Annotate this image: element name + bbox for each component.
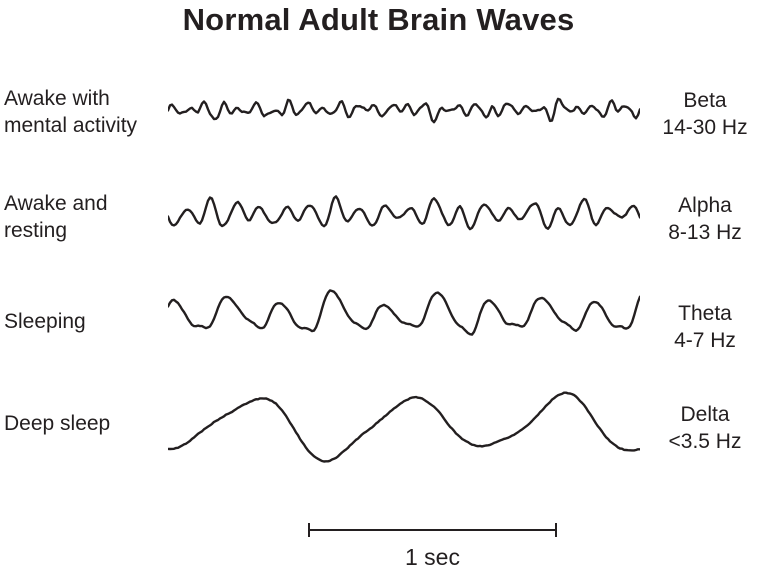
theta-wave-path — [168, 289, 640, 336]
state-label-line: Awake and — [4, 192, 108, 215]
band-name: Beta — [683, 89, 727, 112]
time-scale-bar — [308, 523, 557, 537]
band-label-delta: Delta <3.5 Hz — [655, 401, 755, 455]
band-label-alpha: Alpha 8-13 Hz — [655, 192, 755, 246]
scale-bar-right-tick — [555, 523, 557, 537]
state-label-line: Sleeping — [4, 310, 86, 333]
state-label-line: Deep sleep — [4, 412, 111, 435]
state-label-line: resting — [4, 219, 68, 242]
band-name: Alpha — [678, 194, 732, 217]
scale-bar-label: 1 sec — [405, 544, 460, 570]
scale-bar-line — [308, 529, 557, 531]
band-label-beta: Beta 14-30 Hz — [655, 87, 755, 141]
band-frequency: 8-13 Hz — [668, 221, 742, 244]
theta-wave-trace — [168, 289, 640, 336]
delta-wave-path — [168, 391, 640, 463]
state-label-line: Awake with — [4, 87, 110, 110]
band-frequency: 4-7 Hz — [674, 329, 736, 352]
band-label-theta: Theta 4-7 Hz — [655, 300, 755, 354]
state-label-awake-mental: Awake with mental activity — [4, 85, 169, 139]
band-frequency: 14-30 Hz — [662, 116, 748, 139]
beta-wave-path — [168, 97, 640, 124]
state-label-awake-resting: Awake and resting — [4, 190, 169, 244]
state-label-deep-sleep: Deep sleep — [4, 410, 169, 437]
beta-wave-trace — [168, 97, 640, 124]
state-label-sleeping: Sleeping — [4, 308, 169, 335]
delta-wave-trace — [168, 391, 640, 463]
state-label-line: mental activity — [4, 114, 138, 137]
alpha-wave-trace — [168, 195, 640, 231]
band-frequency: <3.5 Hz — [668, 430, 742, 453]
band-name: Delta — [680, 403, 730, 426]
alpha-wave-path — [168, 195, 640, 231]
band-name: Theta — [678, 302, 732, 325]
page-title: Normal Adult Brain Waves — [182, 2, 575, 37]
